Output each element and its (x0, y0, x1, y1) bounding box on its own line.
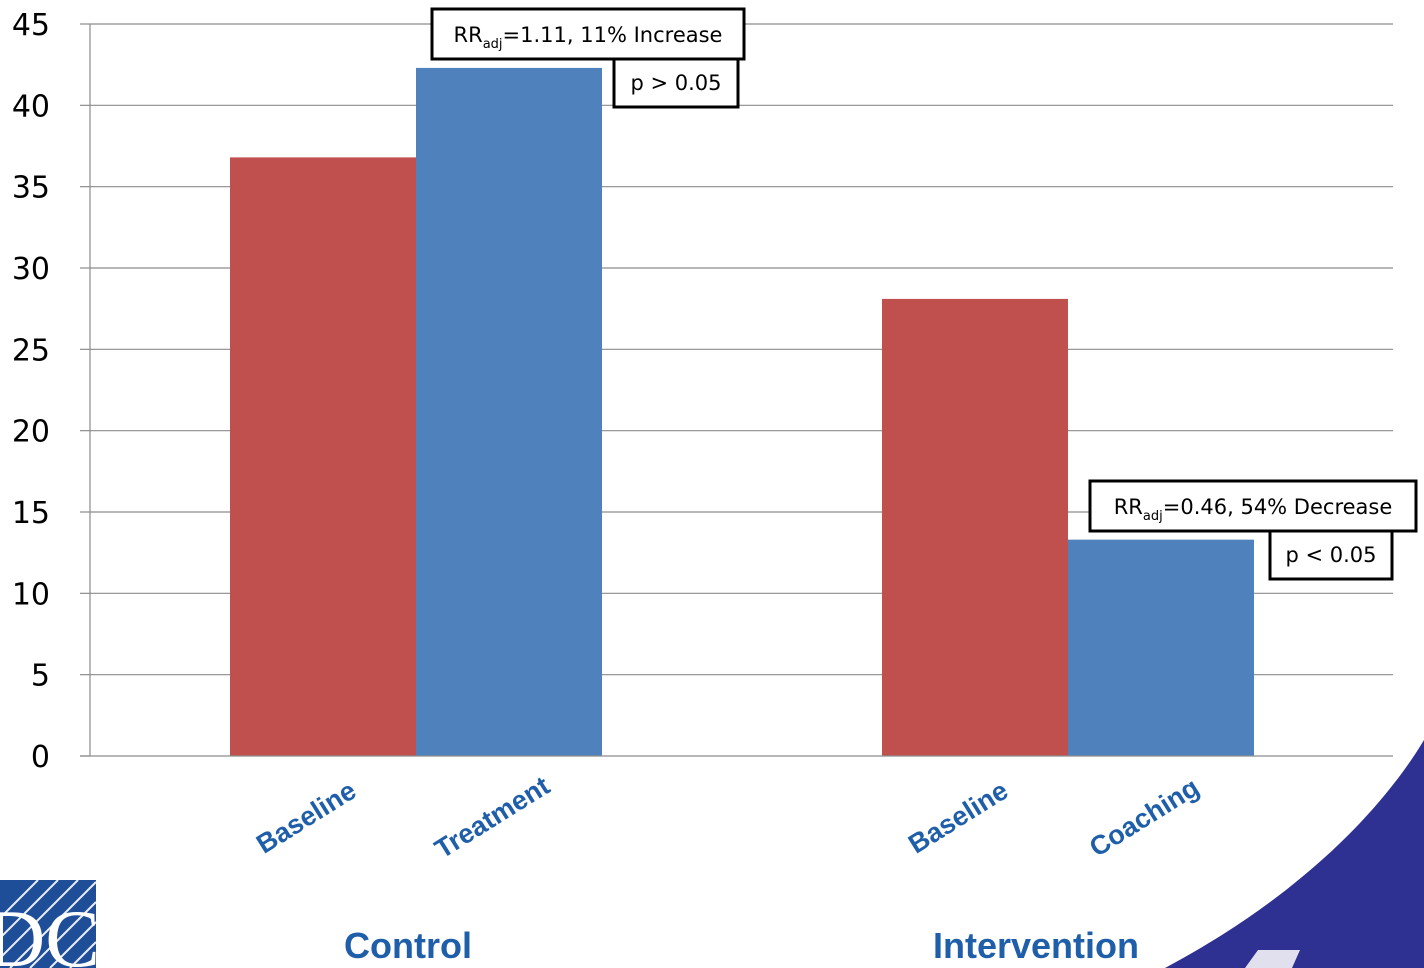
y-tick-label: 15 (12, 496, 50, 531)
pvalue-annotation-box (1268, 529, 1394, 581)
effect-annotation-text: RRadj=1.11, 11% Increase (454, 23, 723, 52)
y-tick-label: 30 (12, 252, 50, 287)
effect-annotation-text: RRadj=0.46, 54% Decrease (1114, 495, 1393, 524)
y-tick-label: 0 (31, 740, 50, 775)
bar-intervention-coaching (1068, 539, 1254, 756)
corner-swoosh-highlight (1245, 950, 1300, 968)
x-tick-label: Treatment (430, 770, 555, 864)
y-tick-label: 5 (31, 659, 50, 694)
corner-swoosh-decoration (1165, 740, 1424, 968)
y-tick-label: 45 (12, 8, 50, 43)
bar-intervention-baseline (882, 298, 1068, 756)
y-tick-label: 40 (12, 89, 50, 124)
x-tick-label: Baseline (903, 775, 1013, 859)
pvalue-annotation-text: p < 0.05 (1285, 543, 1376, 567)
pvalue-annotation-box (612, 57, 740, 109)
cdc-logo-text: DC (0, 893, 100, 968)
group-label-control: Control (344, 925, 472, 966)
bar-control-baseline (230, 157, 416, 757)
annotations: RRadj=1.11, 11% Increase p > 0.05 RRadj=0.… (430, 7, 1418, 581)
pvalue-annotation-text: p > 0.05 (630, 71, 721, 95)
y-tick-label: 10 (12, 577, 50, 612)
effect-annotation-box (430, 7, 746, 61)
y-tick-label: 25 (12, 333, 50, 368)
y-tick-label: 20 (12, 415, 50, 450)
cdc-logo: DC (0, 879, 100, 968)
x-tick-label: Coaching (1084, 772, 1204, 863)
y-tick-label: 35 (12, 171, 50, 206)
group-label-intervention: Intervention (933, 925, 1139, 966)
axis-labels: Baseline Treatment Control Baseline Coaching… (251, 770, 1204, 966)
axes: 0 5 10 15 20 25 30 35 40 45 (12, 8, 1393, 775)
bar-control-treatment (416, 67, 602, 757)
effect-annotation-box (1088, 479, 1418, 533)
x-tick-label: Baseline (251, 775, 361, 859)
bars (230, 67, 1254, 757)
